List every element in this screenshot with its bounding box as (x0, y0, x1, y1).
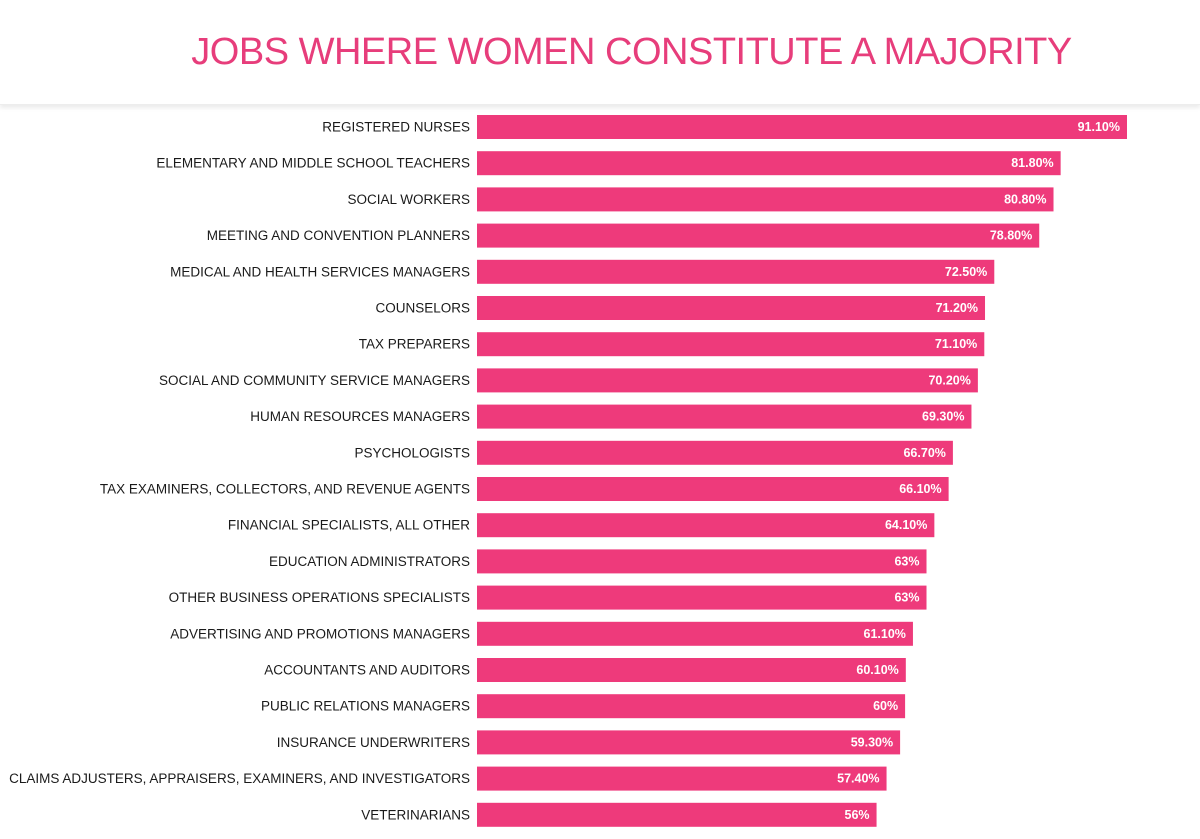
value-label: 91.10% (1078, 120, 1120, 134)
bar (477, 296, 986, 320)
bar (477, 513, 935, 538)
value-label: 80.80% (1004, 192, 1046, 206)
bar (477, 404, 972, 429)
chart-title: JOBS WHERE WOMEN CONSTITUTE A MAJORITY (191, 31, 1072, 73)
value-label: 56% (845, 808, 870, 822)
bar (477, 694, 906, 719)
value-label: 70.20% (928, 373, 970, 387)
value-label: 66.70% (903, 446, 945, 460)
value-label: 59.30% (851, 735, 893, 749)
bar (477, 621, 913, 646)
bar (477, 223, 1040, 248)
category-label: CLAIMS ADJUSTERS, APPRAISERS, EXAMINERS,… (9, 771, 470, 786)
value-label: 60.10% (856, 663, 898, 677)
bar (477, 730, 901, 755)
category-label: ADVERTISING AND PROMOTIONS MANAGERS (170, 626, 470, 641)
bar (477, 585, 927, 610)
category-label: FINANCIAL SPECIALISTS, ALL OTHER (228, 518, 470, 533)
value-label: 69.30% (922, 410, 964, 424)
category-label: PSYCHOLOGISTS (354, 445, 470, 460)
bar (477, 477, 949, 501)
bar (477, 187, 1054, 212)
category-label: COUNSELORS (375, 301, 470, 316)
category-label: VETERINARIANS (361, 807, 470, 822)
category-label: OTHER BUSINESS OPERATIONS SPECIALISTS (169, 590, 470, 605)
value-label: 64.10% (885, 518, 927, 532)
category-label: TAX PREPARERS (359, 337, 470, 352)
category-label: HUMAN RESOURCES MANAGERS (250, 409, 470, 424)
bar (477, 115, 1127, 139)
category-label: MEETING AND CONVENTION PLANNERS (207, 228, 470, 243)
bar (477, 368, 978, 393)
category-label: EDUCATION ADMINISTRATORS (269, 554, 470, 569)
value-label: 66.10% (899, 482, 941, 496)
value-label: 63% (894, 554, 919, 568)
value-label: 72.50% (945, 265, 987, 279)
value-label: 63% (894, 591, 919, 605)
category-label: MEDICAL AND HEALTH SERVICES MANAGERS (170, 264, 470, 279)
bar (477, 332, 985, 357)
value-label: 81.80% (1011, 156, 1053, 170)
bar (477, 259, 995, 284)
category-label: REGISTERED NURSES (322, 120, 470, 135)
value-label: 60% (873, 699, 898, 713)
value-label: 57.40% (837, 772, 879, 786)
category-label: ELEMENTARY AND MIDDLE SCHOOL TEACHERS (156, 156, 470, 171)
value-label: 71.20% (936, 301, 978, 315)
category-label: TAX EXAMINERS, COLLECTORS, AND REVENUE A… (100, 482, 470, 497)
bar (477, 802, 877, 827)
bar (477, 658, 906, 682)
bar (477, 549, 927, 574)
bar (477, 766, 887, 791)
title-band: JOBS WHERE WOMEN CONSTITUTE A MAJORITY (0, 0, 1200, 105)
category-label: SOCIAL WORKERS (347, 192, 470, 207)
category-label: INSURANCE UNDERWRITERS (277, 735, 470, 750)
category-label: PUBLIC RELATIONS MANAGERS (261, 699, 470, 714)
value-label: 71.10% (935, 337, 977, 351)
bar (477, 440, 953, 465)
value-label: 78.80% (990, 229, 1032, 243)
category-label: ACCOUNTANTS AND AUDITORS (264, 663, 470, 678)
bar (477, 151, 1061, 176)
value-label: 61.10% (864, 627, 906, 641)
category-label: SOCIAL AND COMMUNITY SERVICE MANAGERS (159, 373, 470, 388)
